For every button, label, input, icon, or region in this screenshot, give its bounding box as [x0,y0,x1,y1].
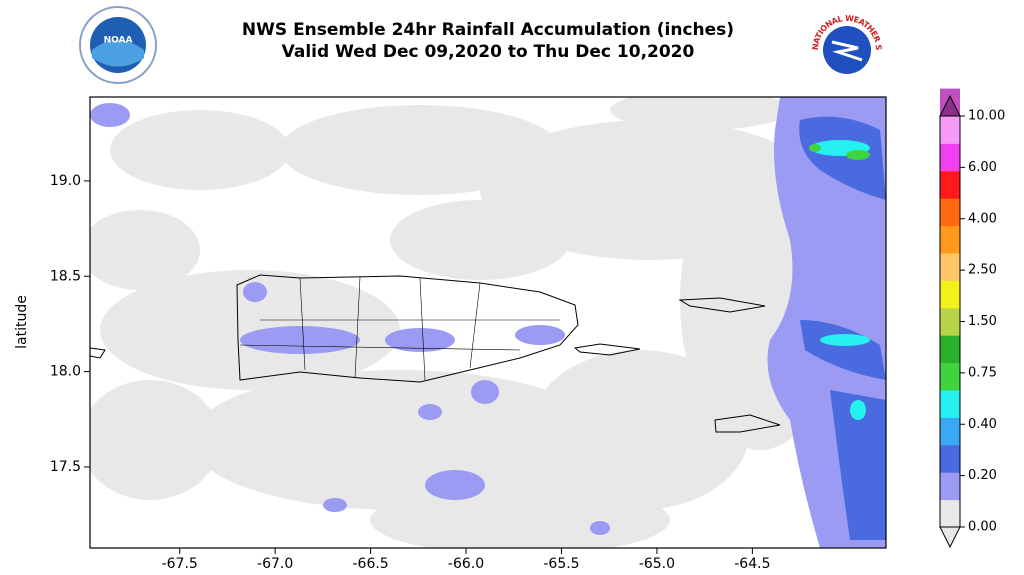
colorbar-label: 0.20 [968,468,997,483]
colorbar-label: 4.00 [968,211,997,226]
colorbar-segment [940,143,960,172]
colorbar-label: 1.50 [968,314,997,329]
coastlines [90,274,781,433]
x-tick-label: -65.0 [639,556,675,572]
colorbar-segment [940,362,960,391]
colorbar-label: 6.00 [968,160,997,175]
y-tick-label: 17.5 [50,459,81,475]
colorbar-segment [940,390,960,418]
y-tick-label: 19.0 [50,173,81,189]
colorbar-segment [940,253,960,281]
colorbar-segment [940,444,960,473]
title-line: NWS Ensemble 24hr Rainfall Accumulation … [242,20,734,40]
plot-frame [89,96,887,549]
colorbar-segment [940,307,960,336]
map-area [90,97,886,548]
colorbar-label: 0.00 [968,520,997,535]
colorbar-segment [940,499,960,528]
colorbar-segment [940,116,960,144]
y-axis-label: latitude [14,295,30,349]
noaa-logo: NOAA [79,6,157,84]
colorbar-segment [940,417,960,446]
colorbar-label: 2.50 [968,263,997,278]
colorbar-segment [940,225,960,254]
colorbar-label: 0.75 [968,365,997,380]
x-tick-label: -66.0 [448,556,484,572]
colorbar-segment [940,280,960,309]
rain-heavy [799,116,886,540]
x-tick-label: -66.5 [352,556,388,572]
colorbar-segment [940,170,960,199]
colorbar-segment [940,198,960,227]
y-tick-label: 18.0 [50,364,81,380]
colorbar-segment [940,472,960,501]
colorbar-label: 10.00 [968,109,1005,124]
x-tick-label: -67.5 [162,556,198,572]
colorbar-label: 0.40 [968,417,997,432]
rain-light [90,97,840,548]
colorbar-extension [939,526,961,549]
logo-text: NOAA [104,36,133,46]
y-tick-label: 18.5 [50,268,81,284]
x-tick-label: -64.5 [734,556,770,572]
title-line: Valid Wed Dec 09,2020 to Thu Dec 10,2020 [282,42,695,62]
colorbar-segment [940,335,960,364]
x-tick-label: -67.0 [257,556,293,572]
x-tick-label: -65.5 [543,556,579,572]
